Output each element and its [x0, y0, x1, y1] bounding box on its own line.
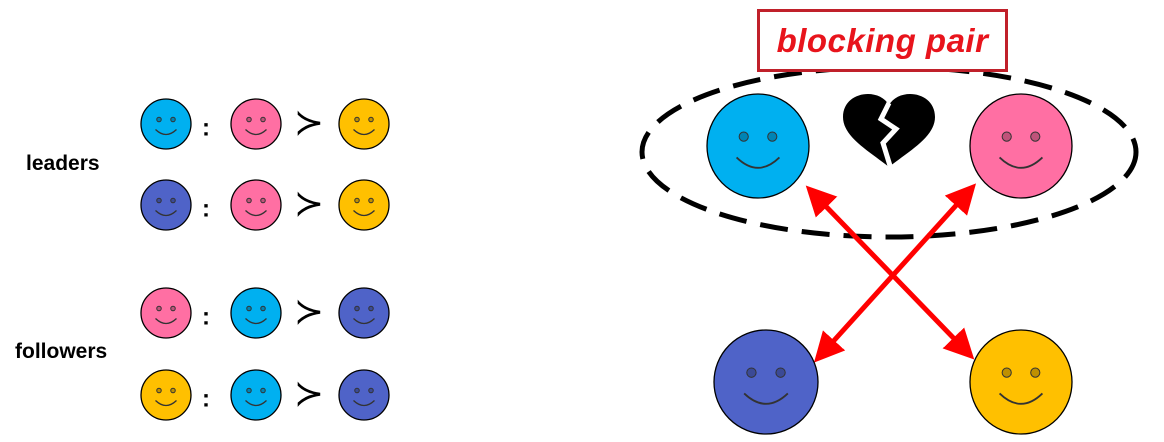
smiley-icon — [706, 93, 810, 199]
smiley-icon — [230, 369, 282, 421]
smiley-icon — [969, 93, 1073, 199]
smiley-icon — [230, 179, 282, 231]
smiley-icon — [338, 179, 390, 231]
followers-label: followers — [15, 340, 108, 363]
smiley-icon — [338, 369, 390, 421]
prefers-symbol: ≻ — [294, 291, 324, 332]
colon-separator: : — [202, 304, 210, 331]
smiley-icon — [140, 98, 192, 150]
smiley-icon — [230, 98, 282, 150]
colon-separator: : — [202, 386, 210, 413]
smiley-icon — [338, 98, 390, 150]
smiley-icon — [230, 287, 282, 339]
smiley-icon — [713, 329, 819, 435]
preference-row: : ≻ — [140, 287, 390, 339]
leaders-label: leaders — [26, 152, 100, 175]
preference-row: : ≻ — [140, 179, 390, 231]
blocking-pair-label: blocking pair — [776, 21, 989, 59]
blocking-pair-banner: blocking pair — [757, 9, 1008, 72]
prefers-symbol: ≻ — [294, 183, 324, 224]
prefers-symbol: ≻ — [294, 373, 324, 414]
colon-separator: : — [202, 115, 210, 142]
smiley-icon — [338, 287, 390, 339]
prefers-symbol: ≻ — [294, 102, 324, 143]
smiley-icon — [140, 369, 192, 421]
agents-large — [706, 93, 1073, 435]
preference-row: : ≻ — [140, 369, 390, 421]
match-arrow-pink-blue — [813, 183, 977, 363]
broken-heart-icon — [843, 93, 935, 170]
smiley-icon — [140, 179, 192, 231]
preference-lists: : ≻: ≻: ≻: ≻ — [140, 98, 390, 421]
colon-separator: : — [202, 196, 210, 223]
preference-row: : ≻ — [140, 98, 390, 150]
smiley-icon — [969, 329, 1073, 435]
smiley-icon — [140, 287, 192, 339]
